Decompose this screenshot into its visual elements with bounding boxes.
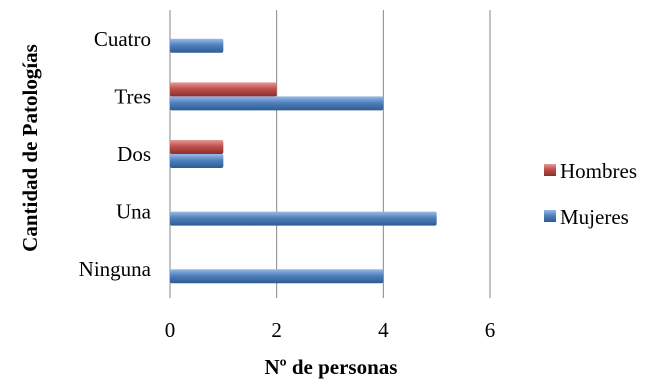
- x-tick-label: 4: [378, 318, 389, 342]
- x-tick-label: 0: [165, 318, 176, 342]
- x-axis-title: Nº de personas: [265, 355, 398, 379]
- bar-mujeres: [170, 38, 224, 53]
- legend-swatch-hombres: [544, 164, 556, 176]
- y-tick-label: Dos: [117, 142, 151, 166]
- y-tick-labels: Ninguna Una Dos Tres Cuatro: [79, 27, 152, 281]
- y-axis-title: Cantidad de Patologías: [18, 44, 42, 252]
- bar-hombres: [170, 140, 224, 154]
- bar-mujeres: [170, 269, 384, 284]
- legend-label-hombres: Hombres: [560, 159, 637, 183]
- gridlines: [169, 10, 491, 298]
- bar-mujeres: [170, 154, 224, 168]
- bar-mujeres: [170, 211, 437, 226]
- bars: [170, 38, 437, 284]
- x-tick-labels: 0 2 4 6: [165, 318, 496, 342]
- y-tick-label: Una: [116, 200, 152, 224]
- y-tick-label: Cuatro: [94, 27, 151, 51]
- bar-hombres: [170, 82, 277, 97]
- legend: Hombres Mujeres: [544, 159, 637, 229]
- y-tick-label: Tres: [114, 84, 151, 108]
- x-tick-label: 2: [271, 318, 282, 342]
- bar-mujeres: [170, 96, 384, 111]
- x-tick-label: 6: [485, 318, 496, 342]
- y-tick-label: Ninguna: [79, 257, 152, 281]
- legend-label-mujeres: Mujeres: [560, 205, 629, 229]
- legend-swatch-mujeres: [544, 210, 556, 222]
